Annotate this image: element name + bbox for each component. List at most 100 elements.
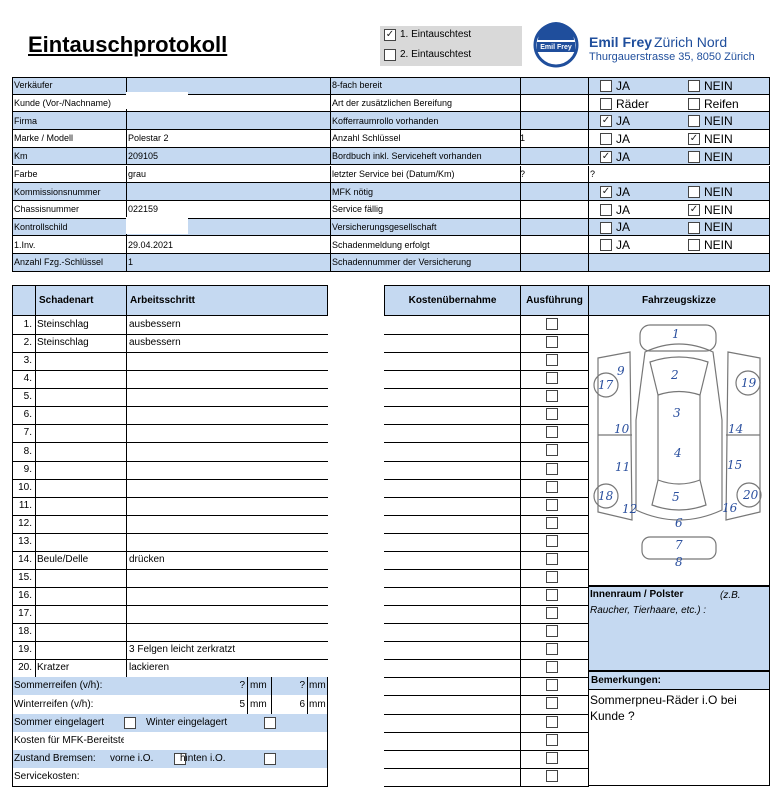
checkbox[interactable]: [264, 752, 276, 765]
cell-divider: [126, 183, 127, 201]
tire-rear: 6: [299, 698, 305, 710]
option-label: JA: [616, 78, 631, 93]
checkbox[interactable]: [600, 97, 612, 110]
option-label: NEIN: [704, 149, 733, 164]
checkbox[interactable]: [546, 570, 558, 583]
checkbox[interactable]: [688, 239, 700, 252]
checkbox[interactable]: [546, 318, 558, 330]
checkbox[interactable]: [546, 480, 558, 493]
checkbox[interactable]: [384, 29, 396, 41]
checkbox[interactable]: [546, 679, 558, 692]
field-label: Km: [14, 151, 28, 162]
checkbox[interactable]: [600, 221, 612, 234]
step-cell: [126, 442, 328, 462]
sketch-number: 10: [614, 422, 630, 436]
option-label: NEIN: [704, 114, 733, 129]
checkbox[interactable]: [546, 733, 558, 746]
checkbox[interactable]: [600, 115, 612, 128]
checkbox[interactable]: [546, 661, 558, 674]
checkbox[interactable]: [546, 589, 558, 602]
checkbox[interactable]: [546, 643, 558, 656]
checkbox[interactable]: [688, 150, 700, 163]
checkbox[interactable]: [688, 133, 700, 146]
cell-divider: [330, 183, 331, 201]
type-cell: [35, 479, 127, 498]
checkbox[interactable]: [600, 203, 612, 216]
checkbox[interactable]: [688, 97, 700, 110]
option-label: Räder: [616, 96, 649, 111]
checkbox[interactable]: [546, 354, 558, 367]
checkbox[interactable]: [688, 221, 700, 234]
field-value: 29.04.2021: [128, 239, 174, 250]
checkbox[interactable]: [546, 408, 558, 421]
step-cell: [126, 623, 328, 643]
checkbox[interactable]: [546, 552, 558, 565]
sketch-number: 18: [598, 489, 614, 503]
item-value: ?: [520, 168, 526, 179]
checkbox[interactable]: [546, 715, 558, 728]
checkbox[interactable]: [546, 769, 558, 782]
sketch-number: 11: [615, 460, 631, 474]
item-label: Schadenmeldung erfolgt: [332, 239, 430, 250]
checkbox[interactable]: [688, 80, 700, 92]
cell-divider: [330, 130, 331, 148]
checkbox[interactable]: [688, 203, 700, 216]
cell-divider: [520, 147, 521, 166]
item-label: Service fällig: [332, 204, 384, 215]
checkbox[interactable]: [688, 115, 700, 128]
checkbox[interactable]: [600, 186, 612, 199]
cell-divider: [126, 200, 127, 219]
checkbox[interactable]: [546, 444, 558, 457]
cell-divider: [588, 165, 589, 184]
type-cell: [35, 569, 127, 589]
type-cell: [35, 424, 127, 444]
checkbox[interactable]: [546, 625, 558, 638]
cost-cell: [384, 497, 521, 516]
cost-cell: [384, 442, 521, 462]
field-label: Kunde (Vor-/Nachname): [14, 98, 112, 109]
checkbox[interactable]: [384, 49, 396, 61]
checkbox[interactable]: [600, 133, 612, 146]
tire-front: 5: [239, 698, 245, 710]
type-cell: Steinschlag: [35, 316, 127, 336]
type-cell: Beule/Delle: [35, 551, 127, 570]
checkbox[interactable]: [546, 534, 558, 547]
checkbox[interactable]: [546, 462, 558, 475]
sketch-number: 2: [671, 368, 679, 382]
checkbox[interactable]: [264, 716, 276, 729]
num-cell: 6.: [12, 406, 36, 426]
option-label: JA: [616, 149, 631, 164]
checkbox[interactable]: [546, 697, 558, 710]
checkbox[interactable]: [546, 498, 558, 511]
sketch-number: 15: [727, 458, 743, 472]
checkbox[interactable]: [546, 516, 558, 529]
checkbox[interactable]: [546, 607, 558, 620]
cell-divider: [520, 254, 521, 272]
num-cell: 17.: [12, 605, 36, 625]
cell-divider: [520, 130, 521, 148]
checkbox[interactable]: [124, 716, 136, 729]
num-cell: 7.: [12, 424, 36, 444]
extra-label: Winterreifen (v/h):: [14, 698, 94, 710]
checkbox[interactable]: [600, 80, 612, 92]
field-value: 022159: [128, 204, 159, 215]
type-cell: [35, 370, 127, 390]
row-bg: [12, 236, 770, 254]
checkbox[interactable]: [546, 751, 558, 764]
step-cell: [126, 514, 328, 534]
checkbox[interactable]: [600, 239, 612, 252]
test-label: 1. Eintauschtest: [400, 29, 472, 40]
checkbox[interactable]: [174, 752, 186, 765]
item-label: Anzahl Schlüssel: [332, 133, 401, 144]
cell-divider: [330, 147, 331, 166]
checkbox[interactable]: [688, 186, 700, 199]
field-label: Farbe: [14, 168, 38, 179]
checkbox[interactable]: [546, 372, 558, 385]
checkbox[interactable]: [546, 426, 558, 439]
checkbox[interactable]: [546, 390, 558, 403]
step-cell: [126, 370, 328, 390]
checkbox[interactable]: [546, 336, 558, 349]
checkbox[interactable]: [600, 150, 612, 163]
row-bg: [12, 77, 770, 95]
num-cell: 15.: [12, 568, 36, 589]
